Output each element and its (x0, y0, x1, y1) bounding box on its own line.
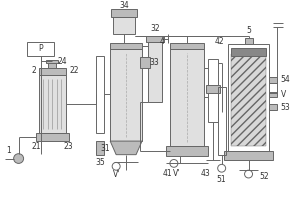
Text: 21: 21 (32, 142, 41, 151)
Bar (110, 43, 142, 49)
Bar (231, 54, 266, 146)
Bar (170, 49, 204, 146)
Bar (269, 92, 278, 97)
Bar (206, 85, 220, 93)
Circle shape (14, 154, 24, 163)
Bar (166, 146, 208, 156)
Bar (146, 36, 164, 42)
Bar (27, 42, 54, 56)
Bar (111, 9, 137, 17)
Text: V': V' (173, 169, 181, 178)
Text: 32: 32 (150, 24, 160, 33)
Bar (35, 133, 69, 141)
Text: 53: 53 (280, 103, 290, 112)
Text: 41: 41 (163, 169, 173, 178)
Text: V': V' (112, 170, 120, 179)
Bar (170, 43, 204, 49)
Bar (208, 59, 218, 122)
Text: 35: 35 (95, 158, 105, 167)
Bar (96, 141, 104, 155)
Text: 22: 22 (70, 66, 79, 75)
Text: V: V (281, 90, 286, 99)
Bar (148, 42, 162, 102)
Polygon shape (110, 141, 142, 155)
Bar (224, 151, 273, 160)
Text: 24: 24 (58, 57, 67, 66)
Text: P: P (38, 44, 43, 53)
Bar (231, 48, 266, 56)
Text: 43: 43 (201, 169, 211, 178)
Bar (218, 87, 226, 155)
Bar (113, 17, 135, 34)
Text: 5: 5 (246, 26, 251, 35)
Text: 51: 51 (217, 175, 226, 184)
Text: 1: 1 (6, 146, 11, 155)
Text: 31: 31 (100, 144, 110, 153)
Text: 42: 42 (215, 37, 224, 46)
Bar (269, 77, 278, 83)
Bar (110, 49, 142, 141)
Bar (228, 44, 269, 151)
Bar (269, 104, 278, 110)
Text: 23: 23 (64, 142, 73, 151)
Text: 54: 54 (280, 75, 290, 84)
Bar (38, 68, 66, 75)
Text: 2: 2 (31, 66, 36, 75)
Bar (96, 56, 104, 133)
Text: 33: 33 (149, 58, 159, 67)
Bar (49, 63, 56, 68)
Text: 34: 34 (119, 1, 129, 10)
Bar (46, 60, 58, 63)
Text: 4: 4 (160, 37, 164, 46)
Bar (140, 57, 150, 68)
Bar (38, 75, 66, 133)
Text: 52: 52 (260, 172, 269, 181)
Bar (244, 38, 253, 44)
